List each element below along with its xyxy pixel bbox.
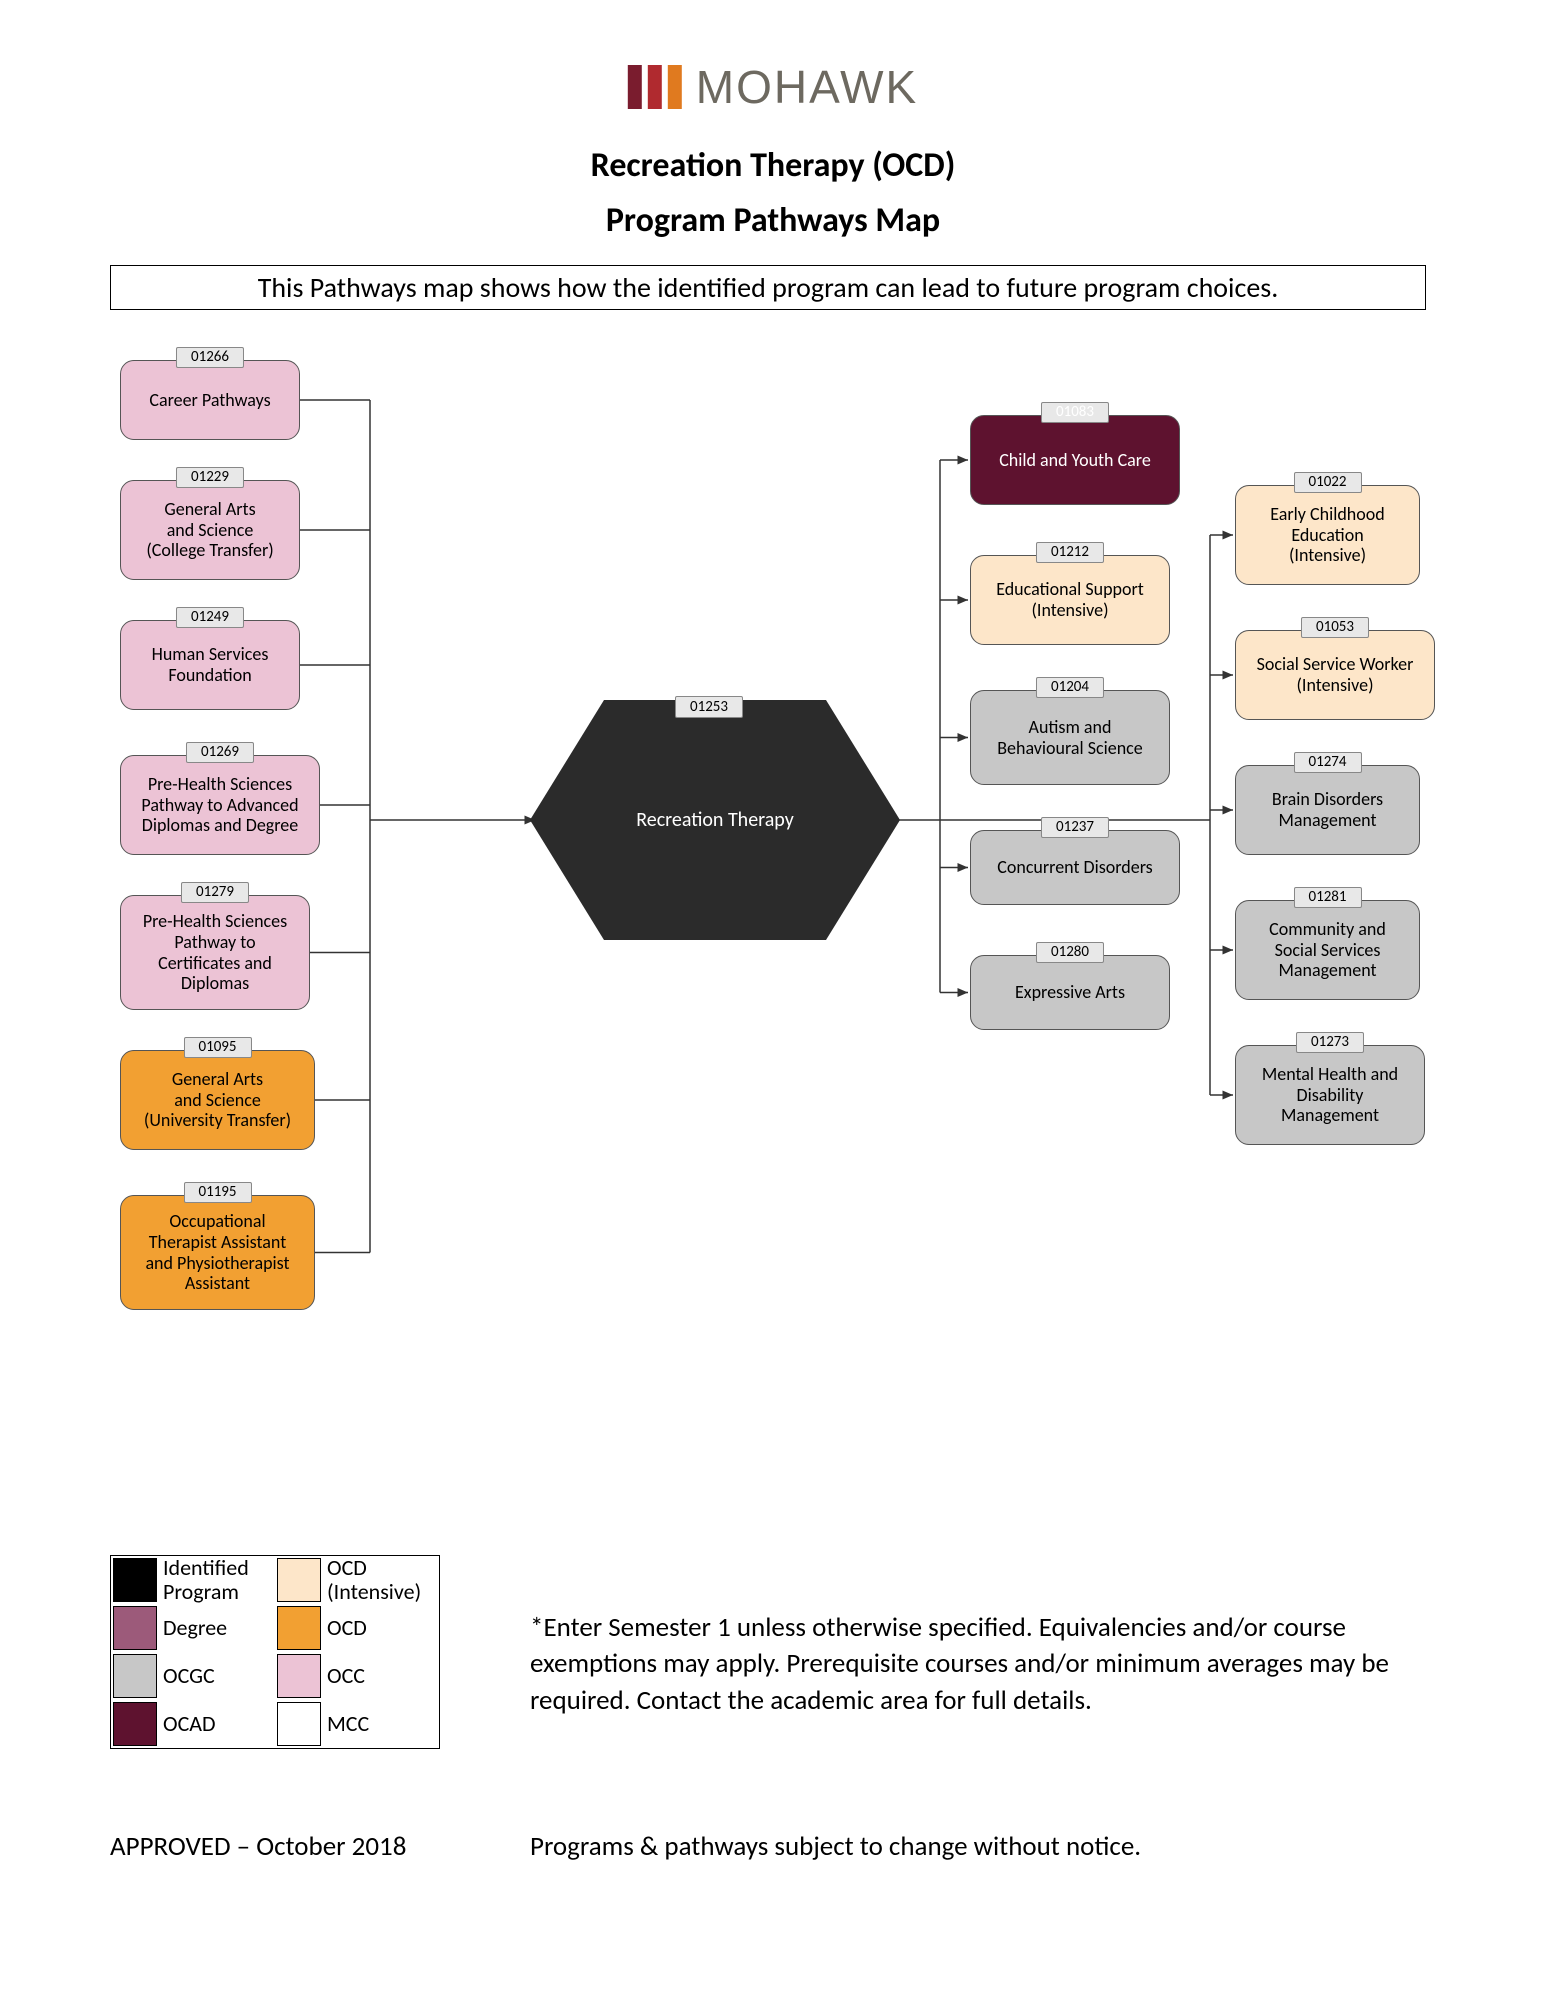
approved-text: APPROVED – October 2018 [110, 1830, 406, 1863]
program-code: 01212 [1036, 542, 1104, 563]
legend-label: OCD (Intensive) [319, 1556, 439, 1604]
program-label: Expressive Arts [1015, 982, 1125, 1003]
program-node: Career Pathways01266 [120, 360, 300, 440]
program-code: 01053 [1301, 617, 1369, 638]
program-node: Human Services Foundation01249 [120, 620, 300, 710]
legend-swatch [113, 1702, 157, 1746]
program-label: Autism and Behavioural Science [997, 717, 1142, 758]
program-label: Community and Social Services Management [1269, 919, 1386, 981]
legend-swatch [277, 1702, 321, 1746]
program-node: Concurrent Disorders01237 [970, 830, 1180, 905]
program-code: 01237 [1041, 817, 1109, 838]
program-label: Social Service Worker (Intensive) [1257, 654, 1414, 695]
legend-swatch [113, 1654, 157, 1698]
program-code: 01281 [1293, 887, 1361, 908]
program-node: Pre-Health Sciences Pathway to Certifica… [120, 895, 310, 1010]
program-code: 01266 [176, 347, 244, 368]
program-node: Social Service Worker (Intensive)01053 [1235, 630, 1435, 720]
program-label: General Arts and Science (College Transf… [146, 499, 273, 561]
program-node: Occupational Therapist Assistant and Phy… [120, 1195, 315, 1310]
legend-swatch [277, 1558, 321, 1602]
program-label: Pre-Health Sciences Pathway to Advanced … [141, 774, 298, 836]
program-node: Brain Disorders Management01274 [1235, 765, 1420, 855]
program-code: 01279 [181, 882, 249, 903]
program-label: Educational Support (Intensive) [996, 579, 1144, 620]
legend-label: OCAD [155, 1712, 275, 1736]
program-node: General Arts and Science (College Transf… [120, 480, 300, 580]
disclaimer-text: Programs & pathways subject to change wi… [530, 1830, 1141, 1863]
program-code: 01022 [1293, 472, 1361, 493]
program-code: 01269 [186, 742, 254, 763]
logo-bar-1 [628, 65, 642, 109]
logo-bars [628, 65, 682, 109]
program-node: Expressive Arts01280 [970, 955, 1170, 1030]
legend-label: Degree [155, 1616, 275, 1640]
legend-swatch [277, 1654, 321, 1698]
program-code: 01083 [1041, 402, 1109, 423]
pathways-diagram: Career Pathways01266General Arts and Sci… [100, 340, 1470, 1380]
legend-label: OCC [319, 1664, 439, 1688]
program-label: General Arts and Science (University Tra… [144, 1069, 291, 1131]
logo-text: MOHAWK [696, 60, 918, 114]
page-title-2: Program Pathways Map [0, 200, 1546, 241]
intro-text: This Pathways map shows how the identifi… [110, 265, 1426, 310]
program-label: Child and Youth Care [999, 450, 1151, 471]
program-code: 01280 [1036, 942, 1104, 963]
page: MOHAWK Recreation Therapy (OCD) Program … [0, 0, 1546, 2000]
program-node: Child and Youth Care01083 [970, 415, 1180, 505]
legend-swatch [113, 1606, 157, 1650]
legend-label: OCGC [155, 1664, 275, 1688]
legend-swatch [277, 1606, 321, 1650]
program-code: 01274 [1293, 752, 1361, 773]
program-code: 01229 [176, 467, 244, 488]
identified-program: Recreation Therapy [530, 700, 900, 940]
program-label: Pre-Health Sciences Pathway to Certifica… [143, 911, 287, 994]
legend: Identified Program OCD (Intensive) Degree O… [110, 1555, 440, 1749]
program-code: 01095 [183, 1037, 251, 1058]
program-label: Occupational Therapist Assistant and Phy… [145, 1211, 289, 1294]
program-label: Brain Disorders Management [1272, 789, 1383, 830]
program-node: Educational Support (Intensive)01212 [970, 555, 1170, 645]
footnote: *Enter Semester 1 unless otherwise speci… [530, 1610, 1446, 1719]
program-node: Community and Social Services Management… [1235, 900, 1420, 1000]
legend-label: OCD [319, 1616, 439, 1640]
page-title-1: Recreation Therapy (OCD) [0, 145, 1546, 186]
program-node: Autism and Behavioural Science01204 [970, 690, 1170, 785]
logo-bar-3 [668, 65, 682, 109]
program-label: Career Pathways [149, 390, 270, 411]
program-code: 01249 [176, 607, 244, 628]
program-node: Mental Health and Disability Management0… [1235, 1045, 1425, 1145]
program-code: 01204 [1036, 677, 1104, 698]
logo-bar-2 [648, 65, 662, 109]
legend-label: Identified Program [155, 1556, 275, 1604]
logo: MOHAWK [628, 60, 918, 114]
program-node: Early Childhood Education (Intensive)010… [1235, 485, 1420, 585]
program-code: 01195 [183, 1182, 251, 1203]
program-label: Human Services Foundation [152, 644, 269, 685]
program-code: 01253 [675, 696, 743, 718]
program-node: General Arts and Science (University Tra… [120, 1050, 315, 1150]
legend-label: MCC [319, 1712, 439, 1736]
program-code: 01273 [1296, 1032, 1364, 1053]
program-label: Mental Health and Disability Management [1262, 1064, 1398, 1126]
program-node: Pre-Health Sciences Pathway to Advanced … [120, 755, 320, 855]
legend-swatch [113, 1558, 157, 1602]
program-label: Concurrent Disorders [997, 857, 1152, 878]
program-label: Early Childhood Education (Intensive) [1270, 504, 1384, 566]
